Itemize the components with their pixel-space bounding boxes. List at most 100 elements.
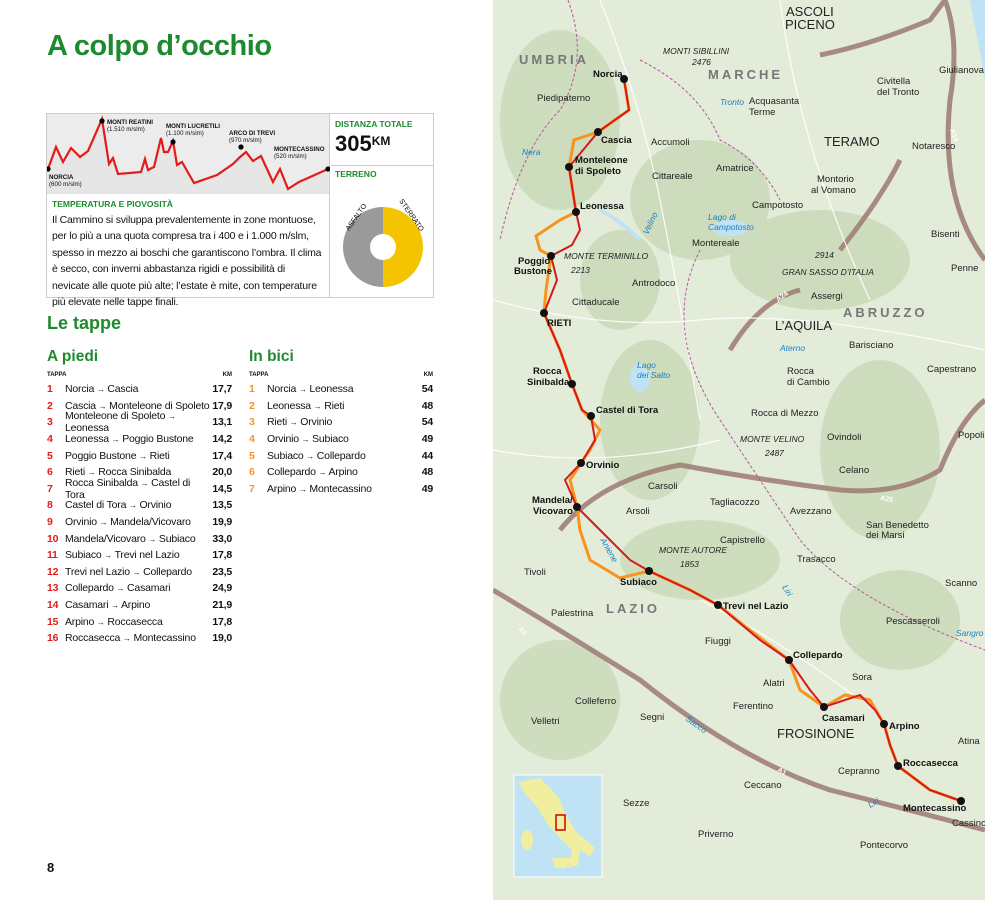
svg-text:Pontecorvo: Pontecorvo xyxy=(860,840,908,851)
svg-text:dei Marsi: dei Marsi xyxy=(866,530,905,541)
stage-km: 23,5 xyxy=(212,565,232,578)
stage-number: 2 xyxy=(47,399,53,412)
stage-from: Collepardo xyxy=(267,466,316,479)
stage-row: 10 Mandela/Vicovaro → Subiaco 33,0 xyxy=(47,530,232,547)
stage-km: 13,5 xyxy=(212,499,232,512)
stage-row: 11 Subiaco → Trevi nel Lazio 17,8 xyxy=(47,547,232,564)
stage-km: 13,1 xyxy=(212,416,232,429)
stage-row: 7 Rocca Sinibalda → Castel di Tora 14,5 xyxy=(47,477,232,501)
svg-text:Atina: Atina xyxy=(958,736,980,747)
svg-text:Montereale: Montereale xyxy=(692,238,740,249)
stage-route: Arpino → Roccasecca xyxy=(65,616,210,628)
stage-row: 2 Cascia → Monteleone di Spoleto 17,9 xyxy=(47,398,232,415)
stage-route: Norcia → Cascia xyxy=(65,383,210,395)
col-stage: TAPPA xyxy=(249,372,269,378)
arrow-icon: → xyxy=(301,435,310,445)
page-title: A colpo d’occhio xyxy=(47,30,272,62)
arrow-icon: → xyxy=(306,451,315,461)
stage-from: Monteleone di Spoleto xyxy=(65,410,166,423)
col-stage: TAPPA xyxy=(47,372,67,378)
distance-value: 305 xyxy=(335,131,372,156)
svg-text:Scanno: Scanno xyxy=(945,578,977,589)
svg-text:Aterno: Aterno xyxy=(779,343,805,353)
svg-text:A25: A25 xyxy=(880,495,894,504)
svg-text:Casamari: Casamari xyxy=(822,713,865,724)
stage-number: 15 xyxy=(47,615,59,628)
stage-to: Rieti xyxy=(149,449,170,462)
svg-text:Campotosto: Campotosto xyxy=(708,222,754,232)
stage-number: 12 xyxy=(47,565,59,578)
stage-route: Trevi nel Lazio → Collepardo xyxy=(65,566,210,578)
stage-to: Trevi nel Lazio xyxy=(114,549,180,562)
donut-segment-asfalto xyxy=(343,207,383,287)
profile-label: ARCO DI TREVI xyxy=(229,130,275,137)
arrow-icon: → xyxy=(148,534,157,544)
stage-from: Leonessa xyxy=(267,399,311,412)
stage-from: Orvinio xyxy=(267,433,299,446)
svg-text:Arpino: Arpino xyxy=(889,721,920,732)
arrow-icon: → xyxy=(318,468,327,478)
stage-number: 7 xyxy=(47,482,53,495)
svg-text:Nera: Nera xyxy=(522,147,541,157)
svg-text:MONTE VELINO: MONTE VELINO xyxy=(740,434,805,444)
svg-text:Poggio: Poggio xyxy=(518,256,550,267)
svg-text:1853: 1853 xyxy=(680,559,699,569)
arrow-icon: → xyxy=(140,478,149,488)
svg-text:Pescasseroli: Pescasseroli xyxy=(886,616,940,627)
climate-section: TEMPERATURA E PIOVOSITÀ Il Cammino si sv… xyxy=(47,194,330,308)
stage-number: 1 xyxy=(249,383,255,396)
svg-text:Subiaco: Subiaco xyxy=(620,577,657,588)
svg-text:Mandela/: Mandela/ xyxy=(532,495,573,506)
arrow-icon: → xyxy=(116,584,125,594)
svg-text:2914: 2914 xyxy=(814,250,834,260)
svg-text:Cepranno: Cepranno xyxy=(838,766,880,777)
bike-table: In bici TAPPA KM 1 Norcia → Leonessa 54 2 Leo… xyxy=(249,348,433,497)
svg-text:Ferentino: Ferentino xyxy=(733,701,773,712)
svg-text:Ceccano: Ceccano xyxy=(744,780,782,791)
stage-row: 5 Subiaco → Collepardo 44 xyxy=(249,447,433,464)
stage-route: Leonessa → Rieti xyxy=(267,400,411,412)
stage-number: 14 xyxy=(47,599,59,612)
stage-from: Norcia xyxy=(267,383,297,396)
svg-text:Giulianova: Giulianova xyxy=(939,65,985,76)
profile-label: MONTI LUCRETILI xyxy=(166,123,220,130)
svg-text:Arsoli: Arsoli xyxy=(626,506,650,517)
svg-text:di Spoleto: di Spoleto xyxy=(575,166,621,177)
region-borders xyxy=(499,0,985,651)
page-number: 8 xyxy=(47,860,55,875)
stage-to: Poggio Bustone xyxy=(122,433,194,446)
svg-text:Civitella: Civitella xyxy=(877,76,911,87)
stage-route: Roccasecca → Montecassino xyxy=(65,632,210,644)
svg-text:San Benedetto: San Benedetto xyxy=(866,520,929,531)
stage-route: Norcia → Leonessa xyxy=(267,383,411,395)
svg-text:Capistrello: Capistrello xyxy=(720,535,765,546)
svg-text:Colleferro: Colleferro xyxy=(575,696,616,707)
stage-number: 11 xyxy=(47,549,58,562)
stage-km: 48 xyxy=(421,466,433,479)
stage-from: Leonessa xyxy=(65,433,109,446)
stage-to: Montecassino xyxy=(309,482,372,495)
svg-text:L’AQUILA: L’AQUILA xyxy=(775,318,832,333)
stage-to: Montecassino xyxy=(133,632,196,645)
stage-number: 4 xyxy=(249,433,255,446)
stage-route: Castel di Tora → Orvinio xyxy=(65,499,210,511)
stage-km: 24,9 xyxy=(212,582,232,595)
motorways xyxy=(493,0,985,833)
svg-text:Leonessa: Leonessa xyxy=(580,201,625,212)
stage-from: Trevi nel Lazio xyxy=(65,565,130,578)
svg-text:Amatrice: Amatrice xyxy=(716,163,753,174)
mountain-labels: MONTI SIBILLINI 2476 MONTE TERMINILLO 22… xyxy=(564,46,874,569)
svg-text:Tivoli: Tivoli xyxy=(524,567,546,578)
svg-text:A1: A1 xyxy=(516,626,527,637)
svg-text:Sangro: Sangro xyxy=(956,628,984,638)
stage-from: Mandela/Vicovaro xyxy=(65,532,146,545)
stage-to: Rieti xyxy=(324,399,345,412)
stage-number: 10 xyxy=(47,532,59,545)
stage-km: 54 xyxy=(421,383,433,396)
svg-text:PICENO: PICENO xyxy=(785,17,835,32)
stage-km: 49 xyxy=(421,433,433,446)
stage-row: 8 Castel di Tora → Orvinio 13,5 xyxy=(47,497,232,514)
svg-text:Rocca: Rocca xyxy=(533,366,562,377)
svg-text:Barisciano: Barisciano xyxy=(849,340,893,351)
stage-to: Subiaco xyxy=(158,532,196,545)
